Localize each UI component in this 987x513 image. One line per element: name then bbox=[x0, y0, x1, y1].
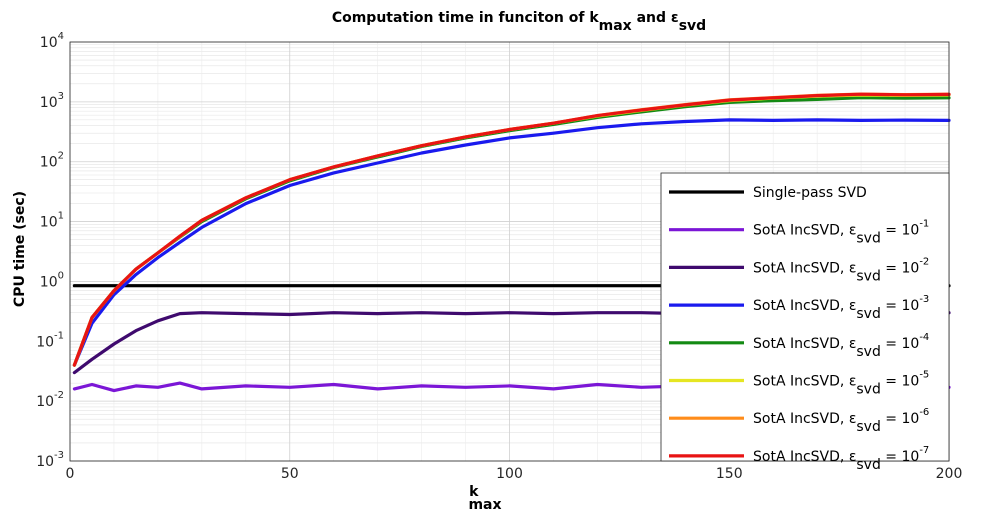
x-tick-label: 150 bbox=[716, 466, 743, 482]
y-axis-label: CPU time (sec) bbox=[12, 191, 28, 307]
y-tick-label: 10-1 bbox=[36, 330, 64, 350]
legend-box bbox=[660, 172, 950, 462]
chart-title: Computation time in funciton of kmax and… bbox=[332, 10, 706, 34]
legend-entry: SotA IncSVD, εsvd = 10-5 bbox=[753, 370, 929, 398]
legend-entry: SotA IncSVD, εsvd = 10-4 bbox=[753, 332, 929, 360]
series-line bbox=[72, 118, 951, 367]
x-tick-label: 50 bbox=[281, 466, 299, 482]
legend-entry: SotA IncSVD, εsvd = 10-7 bbox=[753, 445, 929, 473]
x-axis-label: k max bbox=[468, 484, 501, 513]
legend: Single-pass SVD SotA IncSVD, εsvd = 10-1 S… bbox=[660, 172, 950, 473]
series-line bbox=[72, 92, 951, 367]
y-tick-label: 102 bbox=[40, 151, 64, 171]
x-tick-label: 100 bbox=[496, 466, 523, 482]
y-tick-label: 10-3 bbox=[36, 450, 64, 470]
legend-entry: SotA IncSVD, εsvd = 10-3 bbox=[753, 294, 929, 322]
y-tick-label: 104 bbox=[40, 31, 64, 51]
y-tick-label: 103 bbox=[40, 91, 64, 111]
x-tick-label: 0 bbox=[66, 466, 75, 482]
legend-entry: SotA IncSVD, εsvd = 10-1 bbox=[753, 219, 929, 247]
legend-entry: SotA IncSVD, εsvd = 10-6 bbox=[753, 407, 929, 435]
y-tick-label: 10-2 bbox=[36, 390, 64, 410]
y-tick-label: 100 bbox=[40, 270, 64, 290]
y-tick-label: 101 bbox=[40, 211, 64, 231]
legend-entry: SotA IncSVD, εsvd = 10-2 bbox=[753, 256, 929, 284]
legend-entry: Single-pass SVD bbox=[753, 185, 867, 201]
x-tick-label: 200 bbox=[936, 466, 963, 482]
tick-labels: 10-3 10-2 10-1 100 101 102 103 104 0 50 100 150 200 bbox=[36, 31, 962, 482]
